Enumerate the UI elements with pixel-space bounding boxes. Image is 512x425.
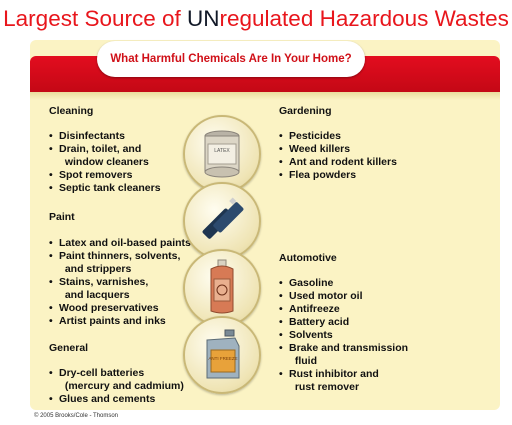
gardening-list: Pesticides Weed killers Ant and rodent k… — [279, 130, 397, 182]
general-list: Dry-cell batteries (mercury and cadmium)… — [49, 367, 184, 406]
list-item: Disinfectants — [49, 130, 161, 143]
copyright: © 2005 Brooks/Cole - Thomson — [34, 413, 119, 419]
spray-can-image — [183, 249, 261, 327]
list-item: Dry-cell batteries (mercury and cadmium) — [49, 367, 184, 393]
spray-can-icon — [210, 259, 234, 314]
list-item: Solvents — [279, 329, 408, 342]
list-item: Used motor oil — [279, 290, 408, 303]
list-item: Antifreeze — [279, 303, 408, 316]
list-item: Latex and oil-based paints — [49, 237, 191, 250]
list-item: Flea powders — [279, 169, 397, 182]
batteries-icon — [202, 197, 244, 239]
title-prefix: Largest Source of — [3, 6, 188, 31]
paint-can-icon: LATEX — [204, 130, 240, 178]
paint-can-label: LATEX — [214, 148, 230, 154]
list-item: Rust inhibitor and rust remover — [279, 368, 408, 394]
automotive-list: Gasoline Used motor oil Antifreeze Batte… — [279, 277, 408, 394]
list-item: Spot removers — [49, 169, 161, 182]
list-item: Ant and rodent killers — [279, 156, 397, 169]
subtitle-pill: What Harmful Chemicals Are In Your Home? — [97, 41, 365, 77]
section-heading-general: General — [49, 342, 89, 354]
oil-jug-icon: ANTI FREEZE — [206, 329, 240, 379]
oil-jug-label: ANTI FREEZE — [208, 356, 237, 361]
list-item: Drain, toilet, and window cleaners — [49, 143, 161, 169]
batteries-image — [183, 182, 261, 260]
list-item: Artist paints and inks — [49, 315, 191, 328]
paint-can-image: LATEX — [183, 115, 261, 193]
list-item: Gasoline — [279, 277, 408, 290]
list-item: Brake and transmission fluid — [279, 342, 408, 368]
page-title: Largest Source of UNregulated Hazardous … — [0, 6, 512, 32]
card-header-shadow — [30, 92, 500, 100]
title-suffix: regulated Hazardous Wastes — [219, 6, 509, 31]
section-heading-cleaning: Cleaning — [49, 105, 94, 117]
title-highlight: UN — [187, 6, 220, 31]
section-heading-paint: Paint — [49, 211, 75, 223]
list-item: Pesticides — [279, 130, 397, 143]
info-card — [30, 40, 500, 410]
list-item: Paint thinners, solvents, and strippers — [49, 250, 191, 276]
list-item: Glues and cements — [49, 393, 184, 406]
subtitle: What Harmful Chemicals Are In Your Home? — [110, 53, 352, 65]
list-item: Battery acid — [279, 316, 408, 329]
list-item: Septic tank cleaners — [49, 182, 161, 195]
list-item: Wood preservatives — [49, 302, 191, 315]
list-item: Stains, varnishes, and lacquers — [49, 276, 191, 302]
oil-jug-image: ANTI FREEZE — [183, 316, 261, 394]
list-item: Weed killers — [279, 143, 397, 156]
section-heading-gardening: Gardening — [279, 105, 332, 117]
section-heading-automotive: Automotive — [279, 252, 337, 264]
cleaning-list: Disinfectants Drain, toilet, and window … — [49, 130, 161, 195]
paint-list: Latex and oil-based paints Paint thinner… — [49, 237, 191, 328]
